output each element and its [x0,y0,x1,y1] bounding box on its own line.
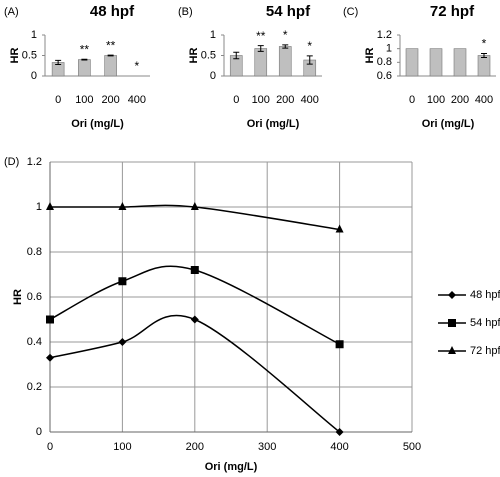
x-tick-label: 400 [475,94,493,106]
bar [453,48,467,77]
y-tick-label: 0.8 [377,56,392,68]
x-tick-label: 400 [301,94,319,106]
y-axis-title: HR [364,48,376,64]
x-tick-label: 100 [427,94,445,106]
y-tick-label: 1.2 [27,156,42,168]
x-tick-label: 0 [55,94,61,106]
panel-label: (B) [178,6,193,18]
x-tick-label: 200 [186,441,204,453]
bar [405,48,419,77]
chart-title: 54 hpf [266,3,311,20]
x-tick-label: 100 [252,94,270,106]
point [118,277,127,286]
point [335,224,344,233]
x-tick-label: 0 [47,441,53,453]
legend-marker [448,346,456,354]
significance-label: ** [80,42,90,56]
point [335,340,344,349]
y-tick-label: 1 [31,29,37,41]
x-tick-label: 400 [330,441,348,453]
series-line [49,265,340,345]
y-tick-label: 1.2 [377,29,392,41]
y-tick-label: 0.5 [22,49,37,61]
error-bar [481,52,487,59]
y-tick-label: 0 [210,70,216,82]
legend-label: 72 hpf [470,345,500,357]
x-axis-title: Ori (mg/L) [422,118,475,130]
error-bar [81,58,88,61]
bar [78,59,91,77]
y-axis-title: HR [9,48,21,64]
error-bar [107,54,114,57]
significance-label: * [283,28,288,42]
x-tick-label: 100 [113,441,131,453]
y-axis-title: HR [12,289,24,305]
legend-label: 54 hpf [470,317,500,329]
x-tick-label: 400 [128,94,146,106]
x-tick-label: 300 [258,441,276,453]
bar [254,48,268,77]
error-bar [233,51,240,60]
x-axis-title: Ori (mg/L) [205,461,258,473]
y-tick-label: 1 [36,201,42,213]
panel-label: (D) [4,156,19,168]
y-tick-label: 0.6 [377,70,392,82]
x-tick-label: 200 [451,94,469,106]
legend-label: 48 hpf [470,289,500,301]
y-tick-label: 0.6 [27,291,42,303]
error-bar [257,45,264,52]
point [190,202,199,210]
significance-label: ** [256,29,266,43]
x-tick-label: 200 [101,94,119,106]
y-tick-label: 0.8 [27,246,42,258]
y-axis-title: HR [188,48,200,64]
x-tick-label: 500 [403,441,421,453]
series-line [49,314,341,433]
error-bar [282,44,289,49]
point [190,315,199,324]
y-tick-label: 0 [36,426,42,438]
significance-label: * [307,39,312,53]
significance-label: ** [106,38,116,52]
point [46,353,54,362]
point [118,338,127,346]
bar [278,46,292,77]
x-tick-label: 0 [233,94,239,106]
bar [104,55,117,77]
chart-title: 48 hpf [90,3,135,20]
point [118,202,127,210]
y-tick-label: 0.5 [201,49,216,61]
y-tick-label: 0.2 [27,381,42,393]
panel-label: (A) [4,6,19,18]
point [335,428,344,436]
y-tick-label: 0 [31,70,37,82]
panel-label: (C) [343,6,358,18]
x-tick-label: 100 [75,94,93,106]
y-tick-label: 1 [210,29,216,41]
error-bar [55,59,62,66]
chart-title: 72 hpf [430,3,475,20]
x-axis-title: Ori (mg/L) [71,118,124,130]
series-line [49,204,340,231]
x-tick-label: 0 [409,94,415,106]
point [46,315,54,324]
x-tick-label: 200 [276,94,294,106]
bar [477,55,491,77]
point [46,202,54,210]
y-tick-label: 1 [386,43,392,55]
legend-marker [448,291,456,299]
bar [429,48,443,77]
x-axis-title: Ori (mg/L) [247,118,300,130]
point [190,266,199,274]
y-tick-label: 0.4 [27,336,42,348]
error-bar [306,55,313,65]
significance-label: * [482,37,487,51]
significance-label: * [135,59,140,73]
legend-marker [448,319,456,327]
